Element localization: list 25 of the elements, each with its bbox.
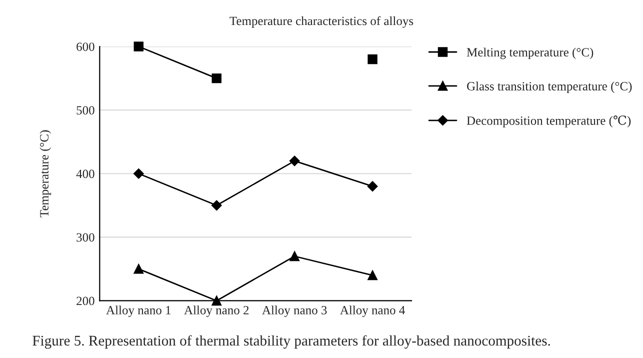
y-tick-label: 400 [76,170,94,178]
point [134,264,144,274]
y-tick-label: 500 [76,106,94,115]
point [211,200,222,211]
y-tick-label: 600 [76,42,94,51]
x-tick-label: Alloy nano 4 [340,306,405,317]
x-tick-label: Alloy nano 3 [262,306,327,317]
legend-label: Decomposition temperature (℃) [466,115,631,128]
point [368,270,378,280]
point [212,73,222,84]
point [134,42,144,52]
caption: Figure 5. Representation of thermal stability parameters for alloy-based nanocomposites. [32,335,550,349]
legend-label: Melting temperature (°C) [466,48,594,60]
chart-title: Temperature characteristics of alloys [230,16,414,28]
point [134,168,144,179]
point [368,54,378,64]
x-tick-label: Alloy nano 2 [184,306,249,317]
point [290,251,300,262]
point [289,156,300,166]
y-tick-label: 200 [76,296,94,306]
legend-label: Glass transition temperature (°C) [467,82,632,93]
y-axis-title: Temperature (°C) [40,130,52,218]
x-tick-label: Alloy nano 1 [106,306,171,317]
point [367,181,378,192]
y-tick-label: 300 [76,233,94,242]
